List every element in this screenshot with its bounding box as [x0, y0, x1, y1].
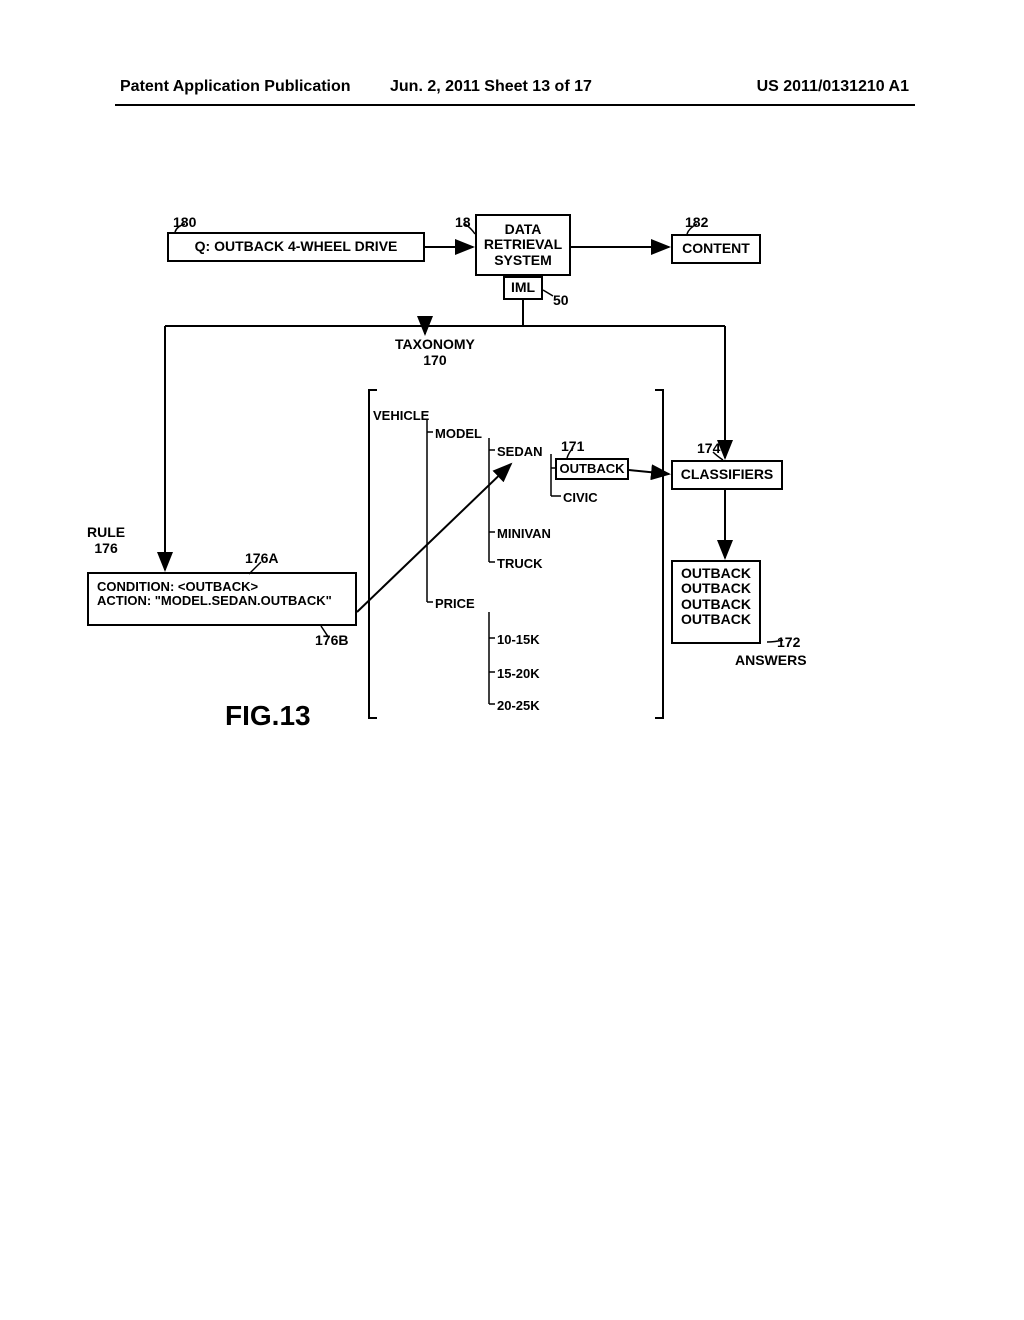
answer-4: OUTBACK	[679, 612, 753, 627]
tree-p2: 15-20K	[497, 666, 540, 681]
header-center: Jun. 2, 2011 Sheet 13 of 17	[390, 78, 592, 96]
ref-taxonomy: TAXONOMY 170	[395, 336, 475, 368]
iml-box: IML	[503, 276, 543, 300]
ref-182: 182	[685, 214, 708, 230]
tree-price: PRICE	[435, 596, 475, 611]
answer-2: OUTBACK	[679, 581, 753, 596]
tree-p1: 10-15K	[497, 632, 540, 647]
ref-172: 172	[777, 634, 800, 650]
figure-13: 180 Q: OUTBACK 4-WHEEL DRIVE 18 DATA RET…	[115, 220, 895, 1070]
ref-18: 18	[455, 214, 471, 230]
ref-rule: RULE 176	[87, 524, 125, 556]
ref-176a: 176A	[245, 550, 278, 566]
content-text: CONTENT	[682, 241, 750, 256]
answer-3: OUTBACK	[679, 597, 753, 612]
tree-civic: CIVIC	[563, 490, 598, 505]
query-text: Q: OUTBACK 4-WHEEL DRIVE	[195, 239, 398, 254]
figure-label: FIG.13	[225, 700, 311, 732]
drs-box: DATA RETRIEVAL SYSTEM	[475, 214, 571, 276]
tree-truck: TRUCK	[497, 556, 543, 571]
classifiers-text: CLASSIFIERS	[681, 467, 774, 482]
ref-174: 174	[697, 440, 720, 456]
header-right: US 2011/0131210 A1	[757, 78, 909, 96]
header-left: Patent Application Publication	[120, 78, 351, 96]
tree-model: MODEL	[435, 426, 482, 441]
ref-180: 180	[173, 214, 196, 230]
rule-action: ACTION: "MODEL.SEDAN.OUTBACK"	[97, 594, 347, 608]
classifiers-box: CLASSIFIERS	[671, 460, 783, 490]
ref-176b: 176B	[315, 632, 348, 648]
answers-box: OUTBACK OUTBACK OUTBACK OUTBACK	[671, 560, 761, 644]
tree-p3: 20-25K	[497, 698, 540, 713]
rule-box: CONDITION: <OUTBACK> ACTION: "MODEL.SEDA…	[87, 572, 357, 626]
header-rule	[115, 104, 915, 106]
tree-outback: OUTBACK	[560, 462, 625, 476]
rule-condition: CONDITION: <OUTBACK>	[97, 580, 347, 594]
tree-vehicle: VEHICLE	[373, 408, 429, 423]
content-box: CONTENT	[671, 234, 761, 264]
drs-text: DATA RETRIEVAL SYSTEM	[484, 222, 562, 268]
iml-text: IML	[511, 280, 535, 295]
query-box: Q: OUTBACK 4-WHEEL DRIVE	[167, 232, 425, 262]
tree-sedan: SEDAN	[497, 444, 543, 459]
ref-171: 171	[561, 438, 584, 454]
ref-50: 50	[553, 292, 569, 308]
outback-node: OUTBACK	[555, 458, 629, 480]
tree-minivan: MINIVAN	[497, 526, 551, 541]
answer-1: OUTBACK	[679, 566, 753, 581]
ref-answers: ANSWERS	[735, 652, 807, 668]
